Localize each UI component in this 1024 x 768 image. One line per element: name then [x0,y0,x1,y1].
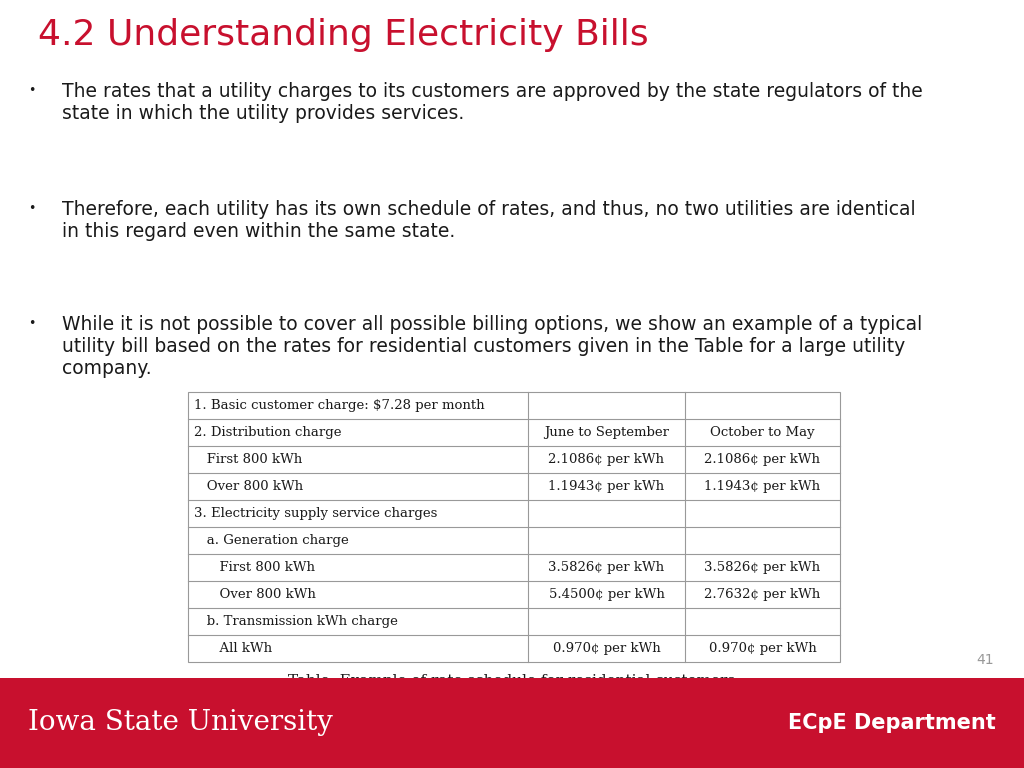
Text: Iowa State University: Iowa State University [28,710,333,737]
Text: company.: company. [62,359,152,378]
Text: While it is not possible to cover all possible billing options, we show an examp: While it is not possible to cover all po… [62,315,923,334]
Text: •: • [28,84,36,97]
Text: Therefore, each utility has its own schedule of rates, and thus, no two utilitie: Therefore, each utility has its own sche… [62,200,915,219]
Text: October to May: October to May [711,426,815,439]
Text: Over 800 kWh: Over 800 kWh [194,480,303,493]
Text: 1. Basic customer charge: $7.28 per month: 1. Basic customer charge: $7.28 per mont… [194,399,484,412]
Text: 41: 41 [976,653,994,667]
Bar [0,678,1024,768]
Text: 3. Electricity supply service charges: 3. Electricity supply service charges [194,507,437,520]
Text: 2. Distribution charge: 2. Distribution charge [194,426,341,439]
Text: 5.4500¢ per kWh: 5.4500¢ per kWh [549,588,665,601]
Text: state in which the utility provides services.: state in which the utility provides serv… [62,104,464,123]
Text: First 800 kWh: First 800 kWh [194,453,302,466]
Text: The rates that a utility charges to its customers are approved by the state regu: The rates that a utility charges to its … [62,82,923,101]
Text: ECpE Department: ECpE Department [788,713,996,733]
Text: 2.7632¢ per kWh: 2.7632¢ per kWh [705,588,820,601]
Text: b. Transmission kWh charge: b. Transmission kWh charge [194,615,398,628]
Bar [188,392,840,662]
Text: First 800 kWh: First 800 kWh [194,561,315,574]
Text: •: • [28,202,36,215]
Text: All kWh: All kWh [194,642,272,655]
Text: 0.970¢ per kWh: 0.970¢ per kWh [709,642,816,655]
Text: 3.5826¢ per kWh: 3.5826¢ per kWh [705,561,820,574]
Text: a. Generation charge: a. Generation charge [194,534,349,547]
Text: 3.5826¢ per kWh: 3.5826¢ per kWh [549,561,665,574]
Text: •: • [28,317,36,330]
Text: in this regard even within the same state.: in this regard even within the same stat… [62,222,456,241]
Text: 2.1086¢ per kWh: 2.1086¢ per kWh [549,453,665,466]
Text: Table: Example of rate schedule for residential customers.: Table: Example of rate schedule for resi… [288,674,740,688]
Text: 1.1943¢ per kWh: 1.1943¢ per kWh [705,480,820,493]
Text: Over 800 kWh: Over 800 kWh [194,588,315,601]
Text: 2.1086¢ per kWh: 2.1086¢ per kWh [705,453,820,466]
Text: June to September: June to September [544,426,669,439]
Text: 1.1943¢ per kWh: 1.1943¢ per kWh [549,480,665,493]
Text: utility bill based on the rates for residential customers given in the Table for: utility bill based on the rates for resi… [62,337,905,356]
Text: 0.970¢ per kWh: 0.970¢ per kWh [553,642,660,655]
Text: 4.2 Understanding Electricity Bills: 4.2 Understanding Electricity Bills [38,18,648,52]
